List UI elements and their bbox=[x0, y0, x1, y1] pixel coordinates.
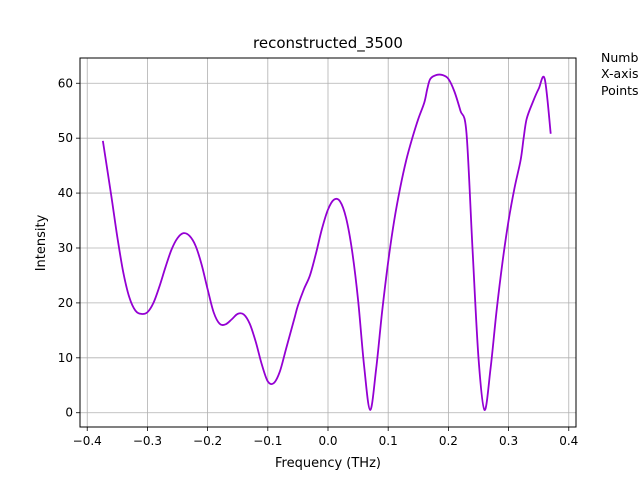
plot-line-group bbox=[101, 73, 552, 411]
x-tick-label: 0.2 bbox=[439, 434, 458, 448]
x-tick-label: −0.2 bbox=[193, 434, 222, 448]
x-axis-label: Frequency (THz) bbox=[275, 456, 381, 471]
side-note-line-3: Points bbox=[601, 83, 639, 98]
y-tick-label: 30 bbox=[58, 241, 73, 255]
y-tick-label: 20 bbox=[58, 296, 73, 310]
y-tick-label: 10 bbox=[58, 351, 73, 365]
x-tick-label: −0.1 bbox=[253, 434, 282, 448]
y-tick-label: 60 bbox=[58, 76, 73, 90]
x-tick-label: −0.4 bbox=[73, 434, 102, 448]
x-tick-label: 0.3 bbox=[499, 434, 518, 448]
y-tick-label: 50 bbox=[58, 131, 73, 145]
y-axis-label: Intensity bbox=[34, 214, 49, 271]
side-note-line-1: Numb bbox=[601, 50, 638, 65]
x-tick-label: −0.3 bbox=[133, 434, 162, 448]
series-line bbox=[101, 73, 552, 411]
y-axis-ticks: 0 10 20 30 40 50 60 bbox=[58, 76, 80, 420]
grid bbox=[80, 58, 576, 427]
x-tick-label: 0.1 bbox=[379, 434, 398, 448]
side-note-line-2: X-axis bbox=[601, 66, 639, 81]
x-tick-label: 0.0 bbox=[318, 434, 337, 448]
chart-title: reconstructed_3500 bbox=[253, 34, 403, 53]
x-axis-ticks: −0.4 −0.3 −0.2 −0.1 0.0 0.1 0.2 0.3 0.4 bbox=[73, 427, 578, 448]
x-tick-label: 0.4 bbox=[559, 434, 578, 448]
y-tick-label: 0 bbox=[65, 406, 73, 420]
y-tick-label: 40 bbox=[58, 186, 73, 200]
